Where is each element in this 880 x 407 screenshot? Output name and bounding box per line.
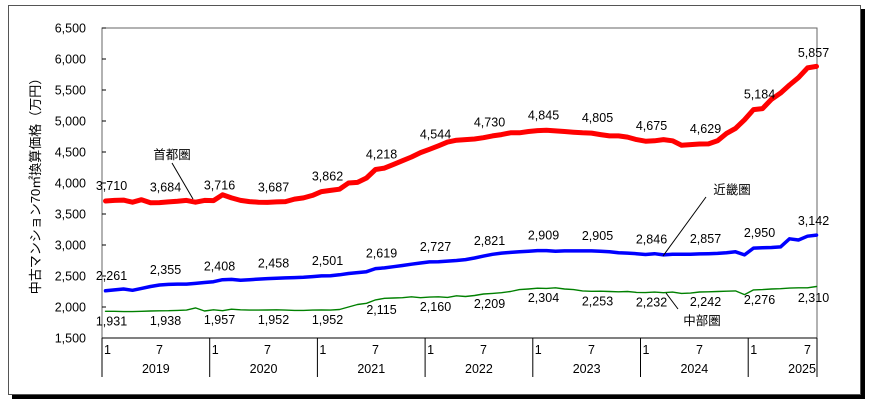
month-tick-label: 1 xyxy=(643,343,650,357)
series-annotation-kinki: 近畿圏 xyxy=(713,183,751,197)
data-label: 2,276 xyxy=(744,293,775,307)
month-tick-label: 7 xyxy=(588,343,595,357)
data-label: 3,142 xyxy=(798,214,829,228)
leader-line xyxy=(171,162,194,200)
month-tick-label: 1 xyxy=(104,343,111,357)
y-tick-label: 6,000 xyxy=(55,53,86,67)
y-tick-label: 4,000 xyxy=(55,177,86,191)
data-label: 2,905 xyxy=(582,229,613,243)
data-label: 4,544 xyxy=(420,127,451,141)
y-tick-label: 6,500 xyxy=(55,22,86,36)
series-line-1 xyxy=(103,63,819,206)
series-line-3 xyxy=(104,285,818,313)
y-tick-label: 3,000 xyxy=(55,239,86,253)
year-label: 2025 xyxy=(788,362,816,376)
month-tick-label: 7 xyxy=(696,343,703,357)
month-tick-label: 1 xyxy=(212,343,219,357)
data-label: 4,218 xyxy=(366,147,397,161)
data-label: 2,857 xyxy=(690,232,721,246)
data-label: 2,115 xyxy=(366,303,396,317)
data-label: 1,952 xyxy=(258,313,289,327)
data-label: 2,160 xyxy=(420,300,451,314)
data-label: 4,675 xyxy=(636,119,667,133)
y-tick-label: 1,500 xyxy=(55,332,86,346)
data-label: 2,261 xyxy=(96,269,127,283)
data-label: 2,501 xyxy=(312,254,343,268)
y-axis-title: 中古マンション70㎡換算価格（万円） xyxy=(28,72,43,294)
data-label: 3,862 xyxy=(312,170,343,184)
year-label: 2019 xyxy=(142,362,170,376)
data-label: 4,845 xyxy=(528,109,559,123)
data-label: 2,458 xyxy=(258,257,289,271)
data-label: 1,952 xyxy=(312,313,343,327)
data-label: 4,629 xyxy=(690,122,721,136)
data-label: 2,821 xyxy=(474,234,505,248)
data-label: 2,727 xyxy=(420,240,451,254)
data-label: 3,710 xyxy=(96,179,127,193)
data-label: 1,938 xyxy=(150,314,181,328)
data-label: 2,950 xyxy=(744,226,775,240)
data-label: 5,184 xyxy=(744,88,775,102)
month-tick-label: 7 xyxy=(480,343,487,357)
year-label: 2021 xyxy=(357,362,385,376)
data-label: 2,209 xyxy=(474,297,505,311)
data-label: 3,716 xyxy=(204,179,235,193)
y-tick-label: 2,500 xyxy=(55,270,86,284)
month-tick-label: 7 xyxy=(372,343,379,357)
data-label: 3,684 xyxy=(150,181,181,195)
series-annotation-shutoken: 首都圏 xyxy=(153,148,191,162)
y-tick-label: 2,000 xyxy=(55,301,86,315)
year-label: 2022 xyxy=(465,362,493,376)
data-label: 1,931 xyxy=(96,314,127,328)
data-label: 2,355 xyxy=(150,263,181,277)
leader-line xyxy=(665,292,679,310)
data-label: 4,730 xyxy=(474,116,505,130)
year-label: 2024 xyxy=(680,362,708,376)
y-tick-label: 3,500 xyxy=(55,208,86,222)
data-label: 2,310 xyxy=(798,291,829,305)
data-label: 3,687 xyxy=(258,180,289,194)
y-tick-label: 5,000 xyxy=(55,115,86,129)
data-label: 2,242 xyxy=(690,295,721,309)
data-label: 2,619 xyxy=(366,247,397,261)
data-label: 5,857 xyxy=(798,46,829,60)
data-label: 2,909 xyxy=(528,229,559,243)
month-tick-label: 1 xyxy=(427,343,434,357)
chart-frame xyxy=(8,5,861,395)
year-label: 2020 xyxy=(250,362,278,376)
month-tick-label: 1 xyxy=(750,343,757,357)
y-tick-label: 5,500 xyxy=(55,84,86,98)
data-label: 2,408 xyxy=(204,260,235,274)
series-annotation-chubu: 中部圏 xyxy=(683,313,721,328)
month-tick-label: 1 xyxy=(535,343,542,357)
month-tick-label: 7 xyxy=(264,343,271,357)
month-tick-label: 7 xyxy=(156,343,163,357)
data-label: 2,846 xyxy=(636,233,667,247)
series-line-2 xyxy=(103,233,819,293)
data-label: 1,957 xyxy=(204,313,235,327)
month-tick-label: 1 xyxy=(319,343,326,357)
data-label: 2,304 xyxy=(528,291,559,305)
data-label: 2,232 xyxy=(636,296,667,310)
y-tick-label: 4,500 xyxy=(55,146,86,160)
leader-line xyxy=(662,196,707,257)
year-label: 2023 xyxy=(573,362,601,376)
month-tick-label: 7 xyxy=(804,343,811,357)
data-label: 2,253 xyxy=(582,294,613,308)
data-label: 4,805 xyxy=(582,111,613,125)
